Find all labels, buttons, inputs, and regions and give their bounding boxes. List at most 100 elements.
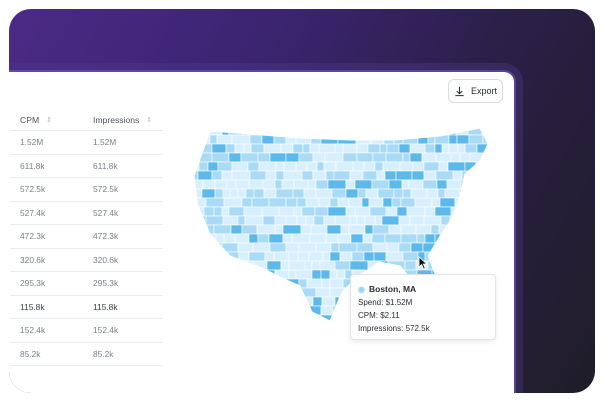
county-cell[interactable] — [341, 126, 361, 136]
county-cell[interactable] — [409, 143, 426, 154]
county-cell[interactable] — [329, 251, 341, 262]
table-row[interactable]: 295.3k 295.3k — [10, 272, 163, 296]
county-cell[interactable] — [409, 152, 423, 163]
county-cell[interactable] — [230, 224, 243, 235]
county-cell[interactable] — [329, 287, 347, 298]
county-cell[interactable] — [274, 179, 283, 190]
county-cell[interactable] — [286, 296, 296, 307]
county-cell[interactable] — [436, 179, 448, 190]
county-cell[interactable] — [221, 242, 239, 253]
county-cell[interactable] — [190, 260, 204, 271]
county-cell[interactable] — [492, 162, 495, 171]
county-cell[interactable] — [434, 206, 452, 217]
county-cell[interactable] — [243, 314, 263, 324]
county-cell[interactable] — [327, 179, 347, 190]
county-cell[interactable] — [448, 143, 459, 154]
county-cell[interactable] — [479, 170, 495, 181]
county-cell[interactable] — [482, 179, 491, 190]
county-cell[interactable] — [349, 260, 369, 271]
county-cell[interactable] — [313, 215, 325, 226]
county-cell[interactable] — [476, 143, 490, 154]
county-cell[interactable] — [371, 126, 388, 136]
county-cell[interactable] — [439, 197, 456, 208]
county-cell[interactable] — [461, 170, 470, 181]
county-cell[interactable] — [212, 296, 228, 307]
county-cell[interactable] — [386, 242, 400, 253]
county-cell[interactable] — [190, 179, 204, 190]
county-cell[interactable] — [400, 224, 417, 235]
county-cell[interactable] — [209, 126, 223, 136]
county-cell[interactable] — [334, 215, 351, 226]
county-cell[interactable] — [198, 296, 214, 307]
county-cell[interactable] — [262, 179, 276, 190]
county-cell[interactable] — [235, 269, 246, 280]
county-cell[interactable] — [384, 233, 402, 244]
county-cell[interactable] — [456, 134, 470, 145]
county-cell[interactable] — [469, 152, 488, 163]
county-cell[interactable] — [313, 324, 320, 326]
county-cell[interactable] — [467, 126, 483, 136]
county-cell[interactable] — [266, 305, 282, 316]
county-cell[interactable] — [438, 161, 449, 172]
county-cell[interactable] — [190, 152, 199, 163]
county-cell[interactable] — [268, 197, 287, 208]
county-cell[interactable] — [300, 324, 313, 326]
county-cell[interactable] — [205, 197, 225, 208]
county-cell[interactable] — [325, 170, 335, 181]
county-cell[interactable] — [477, 206, 491, 217]
county-cell[interactable] — [336, 269, 346, 280]
county-cell[interactable] — [385, 251, 404, 262]
county-cell[interactable] — [222, 188, 231, 199]
county-cell[interactable] — [302, 143, 311, 154]
county-cell[interactable] — [448, 233, 465, 244]
county-cell[interactable] — [374, 161, 384, 172]
county-cell[interactable] — [288, 251, 299, 262]
county-cell[interactable] — [235, 179, 250, 190]
county-cell[interactable] — [437, 188, 446, 199]
county-cell[interactable] — [260, 324, 275, 326]
county-cell[interactable] — [422, 179, 438, 190]
table-row[interactable]: 572.5k 572.5k — [10, 178, 163, 202]
county-cell[interactable] — [244, 215, 264, 226]
county-cell[interactable] — [241, 197, 253, 208]
county-cell[interactable] — [454, 197, 470, 208]
county-cell[interactable] — [424, 143, 436, 154]
county-cell[interactable] — [329, 278, 344, 289]
county-cell[interactable] — [213, 278, 224, 289]
county-cell[interactable] — [295, 134, 312, 145]
county-cell[interactable] — [300, 224, 312, 235]
county-cell[interactable] — [327, 206, 347, 217]
county-cell[interactable] — [243, 143, 252, 154]
county-cell[interactable] — [200, 224, 215, 235]
county-cell[interactable] — [356, 242, 374, 253]
county-cell[interactable] — [430, 224, 440, 235]
county-cell[interactable] — [475, 197, 487, 208]
county-cell[interactable] — [376, 170, 386, 181]
county-cell[interactable] — [490, 144, 495, 153]
county-cell[interactable] — [441, 143, 450, 154]
county-cell[interactable] — [320, 314, 337, 324]
county-cell[interactable] — [256, 224, 276, 235]
county-cell[interactable] — [285, 242, 300, 253]
county-cell[interactable] — [384, 170, 397, 181]
county-cell[interactable] — [269, 242, 287, 253]
county-cell[interactable] — [231, 161, 249, 172]
county-cell[interactable] — [456, 251, 471, 262]
county-cell[interactable] — [362, 170, 378, 181]
county-cell[interactable] — [462, 224, 472, 235]
county-cell[interactable] — [285, 215, 298, 226]
county-cell[interactable] — [268, 233, 284, 244]
county-cell[interactable] — [323, 161, 337, 172]
county-cell[interactable] — [238, 324, 252, 326]
county-cell[interactable] — [307, 314, 322, 324]
county-cell[interactable] — [257, 233, 270, 244]
county-cell[interactable] — [315, 287, 331, 298]
county-cell[interactable] — [464, 143, 478, 154]
county-cell[interactable] — [482, 260, 495, 271]
county-cell[interactable] — [486, 242, 495, 253]
county-cell[interactable] — [337, 197, 350, 208]
county-cell[interactable] — [345, 179, 356, 190]
county-cell[interactable] — [269, 152, 287, 163]
county-cell[interactable] — [292, 305, 307, 316]
county-cell[interactable] — [449, 215, 458, 226]
